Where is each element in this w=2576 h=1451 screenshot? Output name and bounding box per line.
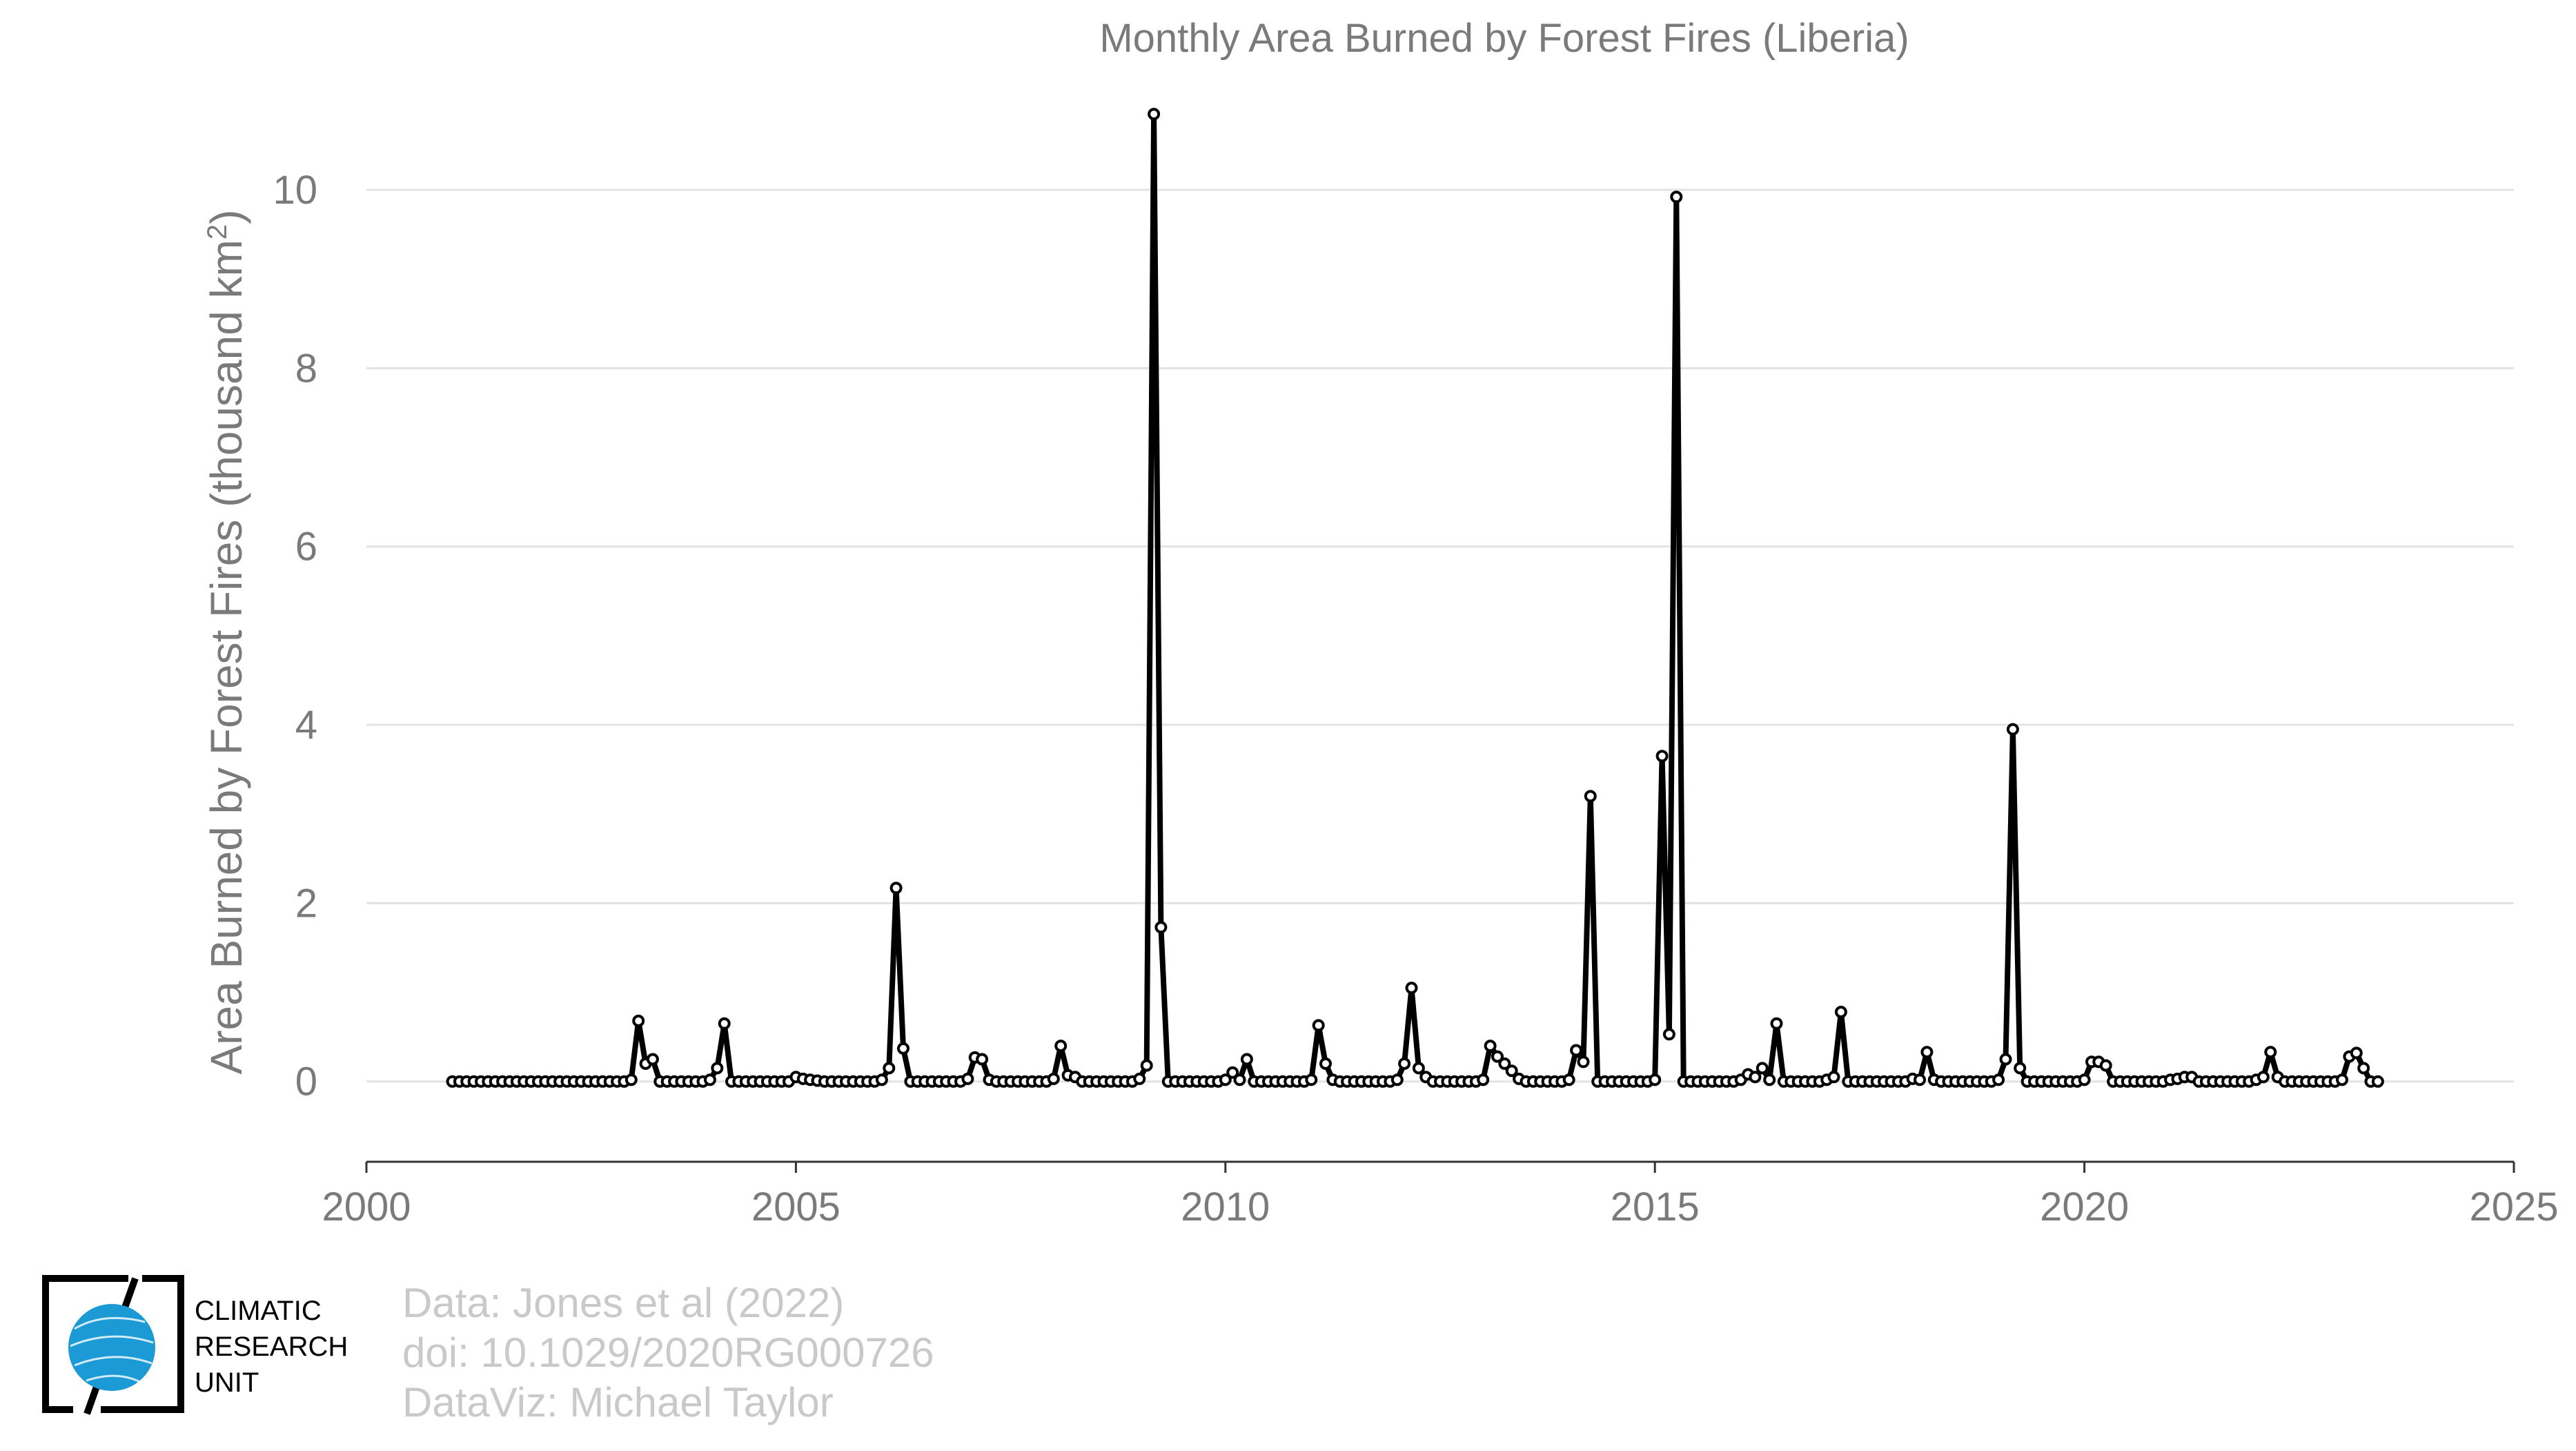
data-point bbox=[1047, 1072, 1060, 1085]
y-tick-label-2: 2 bbox=[295, 881, 317, 926]
x-tick-label-2005: 2005 bbox=[751, 1185, 840, 1229]
y-axis-label-text: Area Burned by Forest Fires (thousand km bbox=[201, 240, 251, 1074]
x-tick-label-2020: 2020 bbox=[2040, 1185, 2129, 1229]
logo-text-line3: UNIT bbox=[195, 1367, 259, 1398]
series-area-burned bbox=[446, 108, 2384, 1088]
y-tick-label-8: 8 bbox=[295, 346, 317, 391]
data-point bbox=[2357, 1062, 2370, 1075]
credit-doi: doi: 10.1029/2020RG000726 bbox=[402, 1330, 934, 1376]
x-tick-label-2025: 2025 bbox=[2469, 1185, 2558, 1229]
data-point bbox=[1756, 1062, 1769, 1075]
data-point bbox=[1992, 1073, 2005, 1087]
data-point bbox=[883, 1062, 896, 1075]
credits: Data: Jones et al (2022) doi: 10.1029/20… bbox=[402, 1280, 934, 1425]
data-point bbox=[632, 1014, 645, 1027]
data-point bbox=[1914, 1073, 1926, 1087]
data-point bbox=[718, 1017, 731, 1030]
data-point bbox=[1054, 1040, 1068, 1053]
data-point bbox=[703, 1073, 716, 1087]
data-point bbox=[1398, 1057, 1411, 1070]
data-point bbox=[1226, 1066, 1239, 1079]
data-point bbox=[1140, 1059, 1153, 1072]
data-point bbox=[1763, 1073, 1776, 1087]
data-point bbox=[1233, 1073, 1246, 1087]
data-point bbox=[2014, 1062, 2027, 1075]
data-point bbox=[1584, 790, 1597, 803]
grid-lines bbox=[366, 188, 2514, 1083]
data-point bbox=[1834, 1006, 1847, 1018]
data-point bbox=[2371, 1075, 2384, 1088]
y-axis-ticks: 0 2 4 6 8 10 bbox=[273, 168, 317, 1104]
data-point bbox=[1390, 1073, 1404, 1087]
data-point bbox=[646, 1053, 659, 1066]
data-point bbox=[2006, 723, 2019, 736]
data-point bbox=[1219, 1073, 1232, 1087]
data-point bbox=[1562, 1073, 1575, 1087]
data-point bbox=[1154, 921, 1168, 934]
data-point bbox=[897, 1042, 910, 1055]
cru-logo: CLIMATIC RESEARCH UNIT bbox=[42, 1275, 348, 1415]
logo-text-line1: CLIMATIC bbox=[195, 1296, 322, 1326]
data-point bbox=[1827, 1071, 1840, 1084]
x-tick-label-2010: 2010 bbox=[1181, 1185, 1270, 1229]
data-point bbox=[1920, 1046, 1934, 1059]
data-point bbox=[2350, 1046, 2363, 1060]
data-point bbox=[1477, 1073, 1490, 1087]
credit-data-source: Data: Jones et al (2022) bbox=[402, 1280, 844, 1326]
data-point bbox=[1655, 750, 1669, 763]
data-point bbox=[711, 1062, 724, 1075]
data-point bbox=[2336, 1073, 2348, 1087]
x-axis: 2000 2005 2010 2015 2020 2025 bbox=[322, 1160, 2559, 1229]
data-point bbox=[1319, 1057, 1332, 1070]
data-point bbox=[875, 1073, 888, 1087]
data-point bbox=[1662, 1028, 1675, 1041]
data-point bbox=[1491, 1050, 1504, 1063]
data-point bbox=[1505, 1064, 1518, 1078]
x-tick-label-2000: 2000 bbox=[322, 1185, 411, 1229]
data-point bbox=[1649, 1073, 1662, 1087]
logo-globe-lines-icon bbox=[70, 1316, 154, 1384]
y-axis-label-close: ) bbox=[201, 210, 251, 224]
logo-globe-icon bbox=[68, 1304, 155, 1391]
data-point bbox=[2264, 1046, 2277, 1059]
data-point bbox=[1577, 1055, 1590, 1069]
data-point bbox=[1670, 191, 1683, 204]
chart-title: Monthly Area Burned by Forest Fires (Lib… bbox=[1099, 16, 1909, 61]
data-point bbox=[961, 1072, 974, 1085]
y-tick-label-0: 0 bbox=[295, 1060, 317, 1104]
data-point bbox=[976, 1053, 989, 1066]
logo-text-line2: RESEARCH bbox=[195, 1332, 348, 1362]
data-point bbox=[1999, 1053, 2012, 1066]
data-point bbox=[625, 1073, 638, 1087]
y-axis-label: Area Burned by Forest Fires (thousand km… bbox=[201, 210, 251, 1075]
y-tick-label-4: 4 bbox=[295, 703, 317, 748]
data-point bbox=[1498, 1057, 1511, 1070]
data-point bbox=[1770, 1017, 1783, 1030]
data-point bbox=[1749, 1071, 1762, 1084]
data-point bbox=[1484, 1040, 1497, 1053]
data-point bbox=[1133, 1072, 1146, 1085]
data-point bbox=[1412, 1062, 1425, 1075]
data-point bbox=[1405, 982, 1418, 995]
credit-dataviz: DataViz: Michael Taylor bbox=[402, 1379, 834, 1425]
x-tick-label-2015: 2015 bbox=[1611, 1185, 1700, 1229]
data-point bbox=[2078, 1073, 2091, 1087]
data-point bbox=[889, 882, 903, 895]
series-line-0 bbox=[452, 111, 2378, 1084]
data-point bbox=[1570, 1044, 1583, 1057]
data-point bbox=[1312, 1019, 1325, 1032]
y-axis-label-superscript: 2 bbox=[202, 224, 233, 240]
data-point bbox=[1148, 108, 1161, 121]
y-tick-label-10: 10 bbox=[273, 168, 317, 213]
data-point bbox=[1305, 1073, 1318, 1087]
data-point bbox=[2257, 1071, 2270, 1084]
data-point bbox=[2099, 1059, 2112, 1072]
data-point bbox=[1240, 1053, 1253, 1066]
y-tick-label-6: 6 bbox=[295, 525, 317, 569]
